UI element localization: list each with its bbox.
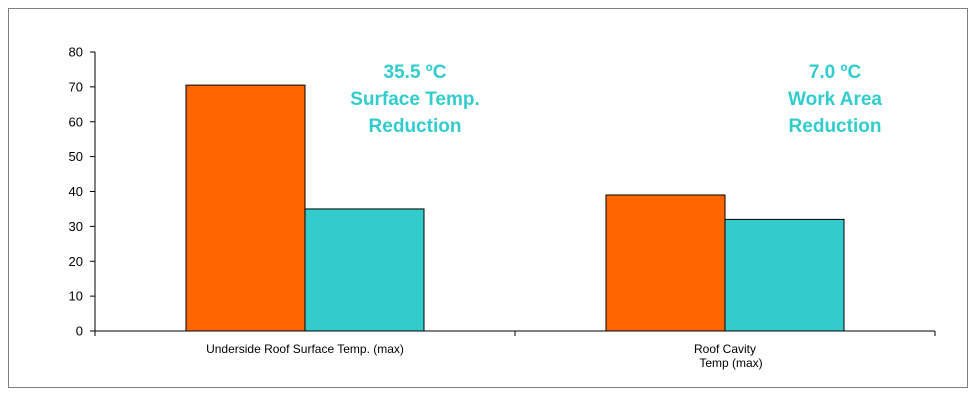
x-category-label: Underside Roof Surface Temp. (max)	[206, 342, 404, 356]
annotation-text: Reduction	[789, 116, 882, 137]
bar	[185, 84, 306, 332]
bar	[605, 194, 726, 332]
y-tick-label: 70	[69, 79, 83, 94]
x-category-label: Roof Cavity	[694, 342, 756, 356]
y-tick-label: 10	[69, 289, 83, 304]
bars	[185, 84, 845, 332]
y-tick-label: 40	[69, 184, 83, 199]
bar	[724, 218, 845, 332]
x-category-label: Temp (max)	[699, 356, 762, 370]
y-tick-label: 0	[76, 324, 83, 339]
annotation-text: Reduction	[369, 116, 462, 137]
y-tick-label: 80	[69, 45, 83, 60]
annotation-text: Work Area	[788, 89, 882, 110]
bar	[304, 208, 425, 332]
annotation-text: 35.5 ºC	[384, 62, 447, 83]
y-tick-label: 60	[69, 114, 83, 129]
y-tick-label: 30	[69, 219, 83, 234]
labels: 0 10 20 30 40 50 60 70 80 Underside Roof Surface …	[69, 45, 883, 371]
y-tick-label: 20	[69, 254, 83, 269]
annotation-text: 7.0 ºC	[809, 62, 862, 83]
y-tick-label: 50	[69, 149, 83, 164]
annotation-text: Surface Temp.	[350, 89, 480, 110]
